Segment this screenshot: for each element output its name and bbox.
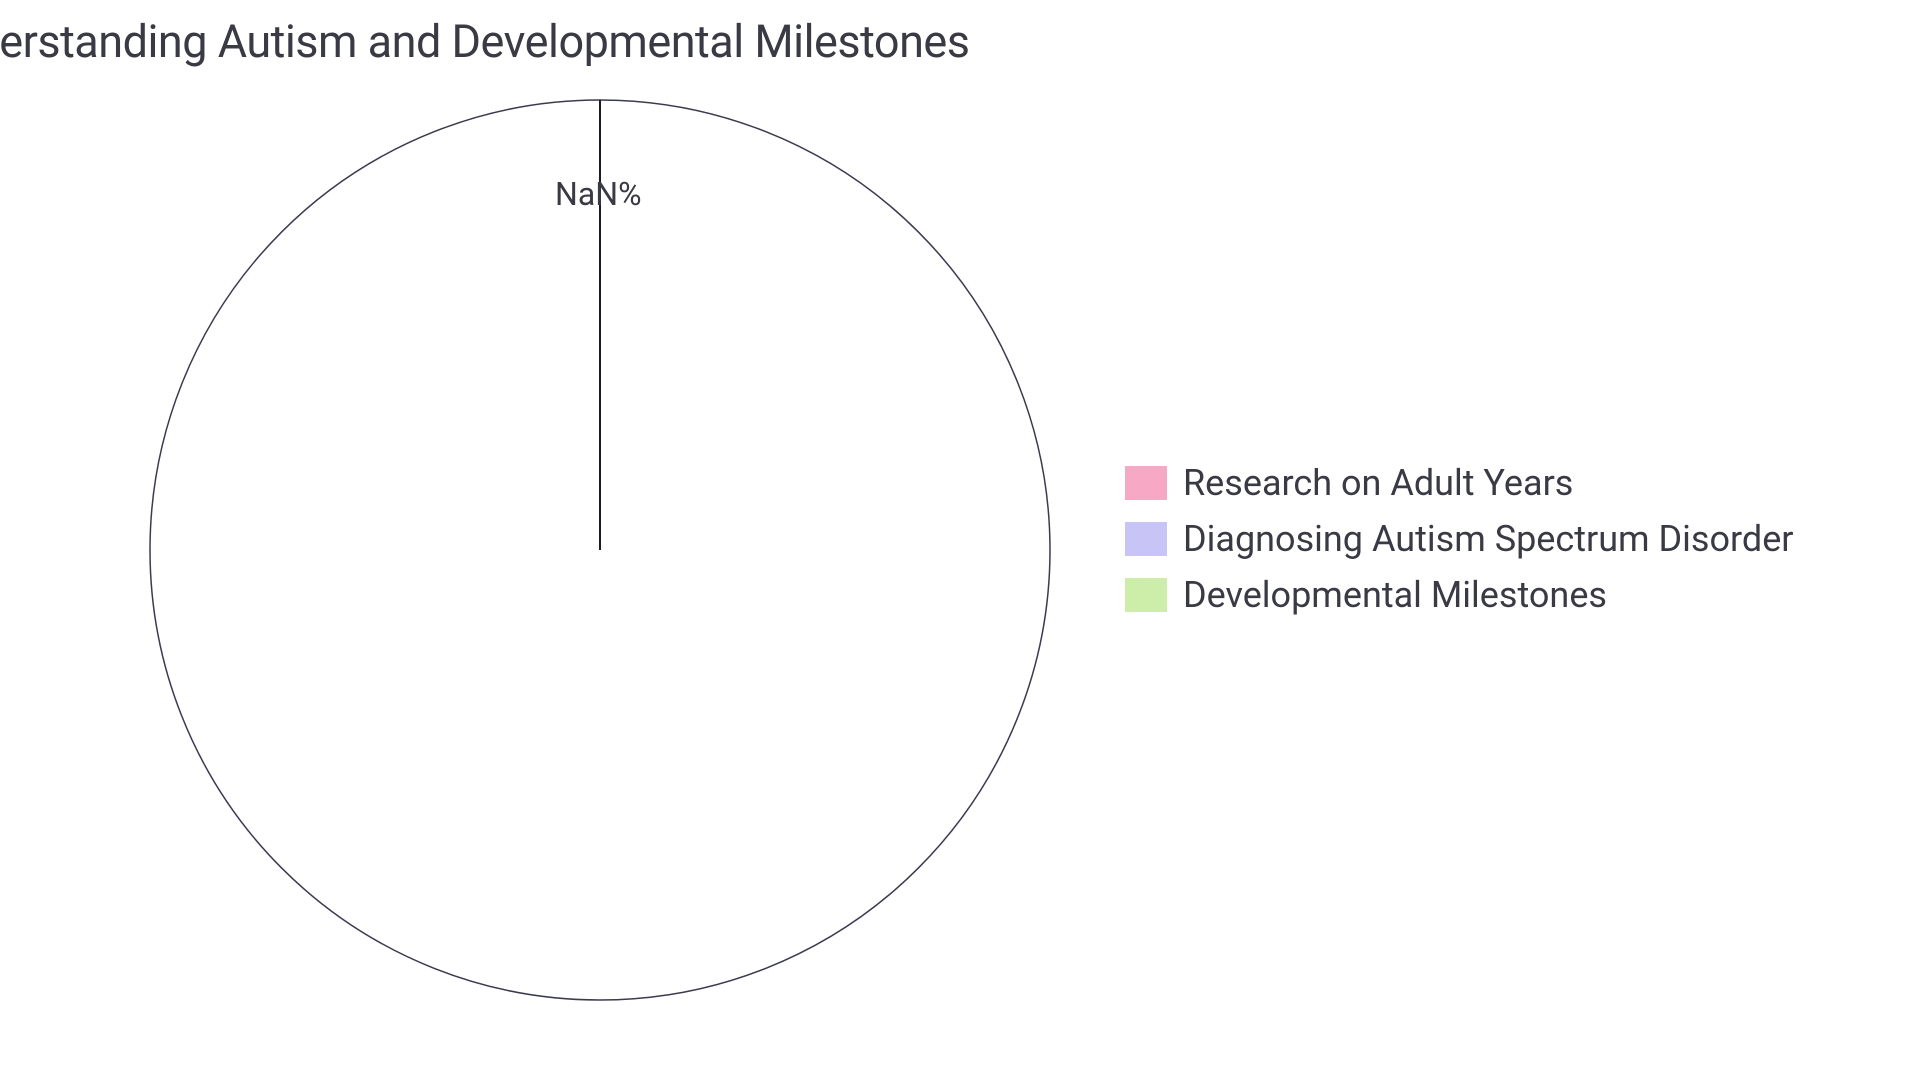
pie-chart-container: nderstanding Autism and Developmental Mi… — [0, 0, 1920, 1080]
pie-chart-svg — [140, 90, 1060, 1010]
pie-slice-label: NaN% — [555, 175, 642, 213]
chart-legend: Research on Adult Years Diagnosing Autis… — [1125, 462, 1794, 616]
legend-item: Diagnosing Autism Spectrum Disorder — [1125, 518, 1794, 560]
legend-label: Developmental Milestones — [1183, 574, 1607, 616]
legend-label: Diagnosing Autism Spectrum Disorder — [1183, 518, 1794, 560]
legend-item: Developmental Milestones — [1125, 574, 1794, 616]
legend-label: Research on Adult Years — [1183, 462, 1573, 504]
legend-swatch — [1125, 522, 1167, 556]
legend-swatch — [1125, 466, 1167, 500]
chart-title: nderstanding Autism and Developmental Mi… — [0, 15, 970, 68]
legend-swatch — [1125, 578, 1167, 612]
legend-item: Research on Adult Years — [1125, 462, 1794, 504]
